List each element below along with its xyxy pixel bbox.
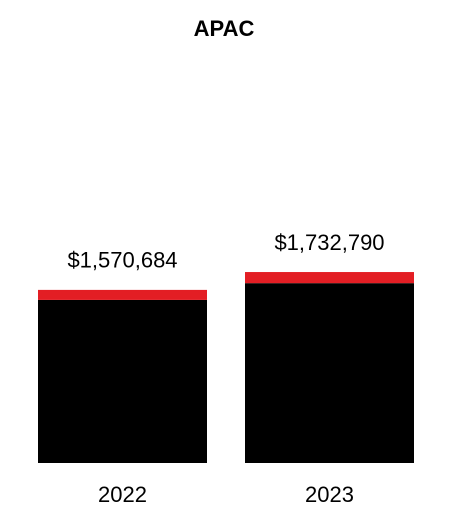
x-tick-label: 2023 <box>305 482 354 507</box>
bar-segment <box>38 299 207 463</box>
bar-segment <box>245 272 414 284</box>
x-tick-label: 2022 <box>98 482 147 507</box>
total-label: $1,732,790 <box>274 230 384 255</box>
bar-segment <box>38 289 207 300</box>
total-label: $1,570,684 <box>67 248 177 273</box>
chart-title: APAC <box>194 16 255 41</box>
bar-segment <box>245 283 414 463</box>
